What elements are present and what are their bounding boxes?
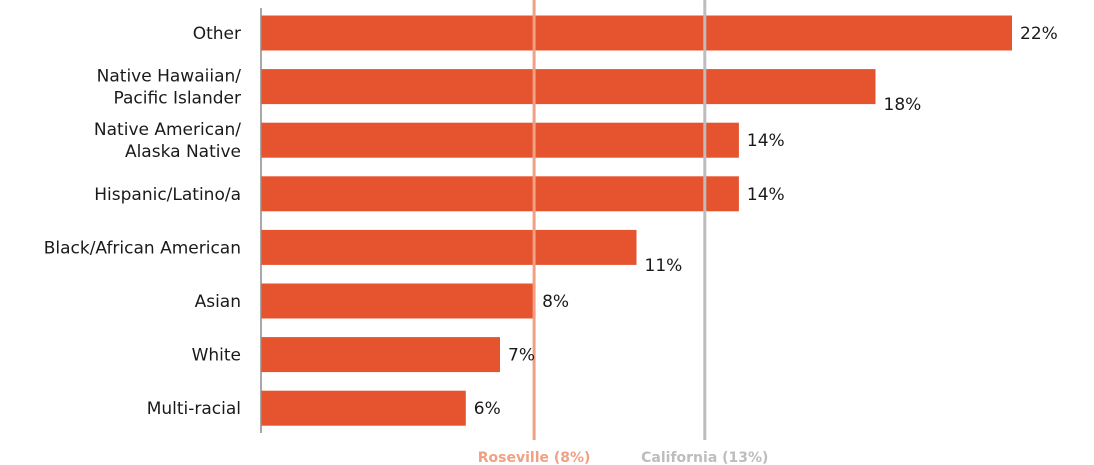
bars-group	[261, 15, 1012, 426]
value-label-3: 14%	[747, 185, 785, 205]
value-label-4: 11%	[645, 256, 683, 276]
value-label-2: 14%	[747, 131, 785, 151]
category-label-0: Other	[193, 24, 241, 44]
labels-group: 22% Other 18% Native Hawaiian/Pacific Islan…	[44, 24, 1058, 465]
category-label-1: Native Hawaiian/Pacific Islander	[97, 67, 242, 109]
bar-7	[261, 390, 466, 426]
category-label-5: Asian	[195, 292, 241, 312]
category-label-3: Hispanic/Latino/a	[94, 185, 241, 205]
category-label-4: Black/African American	[44, 238, 241, 258]
value-label-5: 8%	[542, 292, 569, 312]
reference-label-1: California (13%)	[641, 450, 768, 465]
category-label-7: Multi-racial	[147, 399, 241, 419]
value-label-7: 6%	[474, 399, 501, 419]
bar-6	[261, 337, 500, 373]
value-label-1: 18%	[884, 95, 922, 115]
bar-1	[261, 69, 876, 105]
reference-lines-group	[532, 0, 707, 440]
bar-4	[261, 229, 637, 265]
category-label-6: White	[192, 346, 241, 366]
bar-0	[261, 15, 1012, 51]
reference-label-0: Roseville (8%)	[478, 450, 591, 465]
category-label-2: Native American/Alaska Native	[94, 120, 241, 162]
value-label-6: 7%	[508, 346, 535, 366]
bar-5	[261, 283, 535, 319]
value-label-0: 22%	[1020, 24, 1058, 44]
bar-3	[261, 176, 739, 212]
bar-2	[261, 122, 739, 158]
